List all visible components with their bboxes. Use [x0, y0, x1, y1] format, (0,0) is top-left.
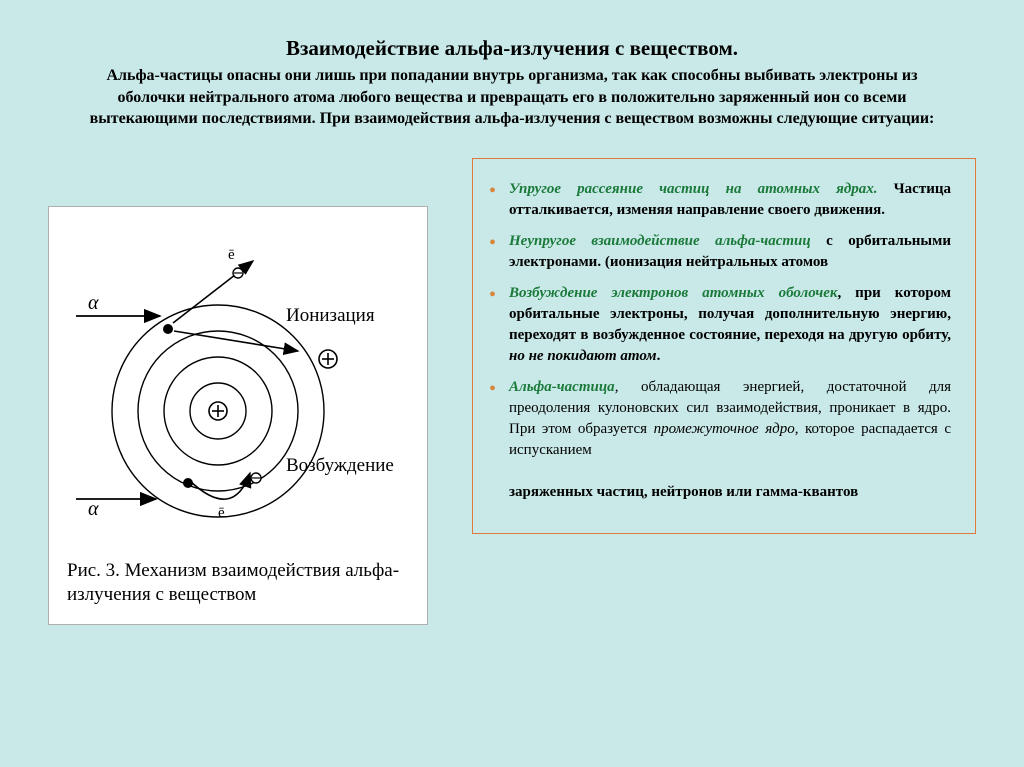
figure-caption: Рис. 3. Механизм взаимодействия альфа-из…: [67, 559, 409, 607]
bullet-lead: Упругое рассеяние частиц на атомных ядра…: [509, 181, 878, 197]
bullet-item: Упругое рассеяние частиц на атомных ядра…: [509, 179, 951, 221]
page-title: Взаимодействие альфа-излучения с веществ…: [48, 36, 976, 61]
bullets-box: Упругое рассеяние частиц на атомных ядра…: [472, 158, 976, 534]
bullet-item: Альфа-частица, обладающая энергией, дост…: [509, 377, 951, 503]
excitation-label: Возбуждение: [286, 455, 394, 476]
electron-label-top: ē: [228, 247, 235, 263]
figure-box: α ē Ионизация α ē Возбуждение: [48, 206, 428, 626]
content-row: α ē Ионизация α ē Возбуждение: [48, 158, 976, 626]
bullets-list: Упругое рассеяние частиц на атомных ядра…: [509, 179, 951, 503]
alpha-label-bottom: α: [88, 498, 99, 520]
atom-diagram: α ē Ионизация α ē Возбуждение: [68, 221, 408, 551]
bullet-item: Неупругое взаимодействие альфа-частиц с …: [509, 231, 951, 273]
bullet-lead: Возбуждение электронов атомных оболочек: [509, 285, 837, 301]
electron-label-bottom: ē: [218, 505, 225, 521]
bullet-lead: Альфа-частица: [509, 379, 615, 395]
ionization-label: Ионизация: [286, 305, 375, 326]
bullet-period: .: [657, 348, 661, 364]
page-subtitle: Альфа-частицы опасны они лишь при попада…: [72, 65, 952, 130]
bullet-tail: но не покидают атом: [509, 348, 657, 364]
header-block: Взаимодействие альфа-излучения с веществ…: [48, 36, 976, 130]
bullet-tail: заряженных частиц, нейтронов или гамма-к…: [509, 484, 858, 500]
bullet-mid: промежуточное ядро: [654, 421, 795, 437]
bullet-item: Возбуждение электронов атомных оболочек,…: [509, 283, 951, 367]
alpha-label-top: α: [88, 292, 99, 314]
bullet-lead: Неупругое взаимодействие альфа-частиц: [509, 233, 811, 249]
